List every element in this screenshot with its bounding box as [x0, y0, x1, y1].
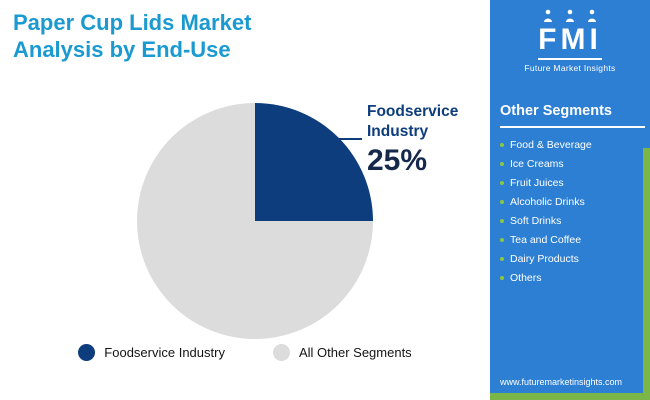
list-item: Alcoholic Drinks [500, 196, 650, 208]
legend-label: All Other Segments [298, 345, 412, 360]
legend-label: Foodservice Industry [104, 345, 225, 360]
sidebar-panel: FMI Future Market Insights Other Segment… [490, 0, 650, 400]
list-item: Dairy Products [500, 253, 650, 265]
slice-annotation: Foodservice Industry 25% [367, 102, 458, 178]
logo-subtitle: Future Market Insights [524, 62, 616, 73]
list-item: Tea and Coffee [500, 234, 650, 246]
list-item: Fruit Juices [500, 177, 650, 189]
green-accent-right [643, 148, 650, 400]
list-item: Others [500, 272, 650, 284]
annotation-label: Foodservice Industry [367, 103, 459, 141]
list-item: Ice Creams [500, 158, 650, 170]
legend-swatch-gray-icon [272, 344, 290, 361]
logo-divider [538, 57, 602, 60]
annotation-value: 25% [367, 144, 428, 178]
fmi-logo: FMI Future Market Insights [490, 0, 650, 73]
legend-item-foodservice: Foodservice Industry [78, 344, 225, 361]
pie-chart [137, 103, 373, 339]
green-accent-bottom [490, 393, 650, 400]
page-title-line2: Analysis by End-Use [13, 36, 231, 62]
list-item: Food & Beverage [500, 139, 650, 151]
legend: Foodservice Industry All Other Segments [0, 344, 490, 361]
page-title: Paper Cup Lids Market Analysis by End-Us… [13, 10, 251, 64]
other-segments-heading: Other Segments [500, 103, 645, 128]
website-link[interactable]: www.futuremarketinsights.com [500, 377, 623, 387]
logo-people-icons [544, 9, 596, 22]
legend-swatch-navy-icon [78, 344, 96, 361]
logo-letters: FMI [538, 23, 602, 56]
chart-area: Paper Cup Lids Market Analysis by End-Us… [0, 10, 490, 361]
page-title-line1: Paper Cup Lids Market [13, 10, 252, 35]
legend-item-other: All Other Segments [272, 344, 412, 361]
list-item: Soft Drinks [500, 215, 650, 227]
segments-list: Food & Beverage Ice Creams Fruit Juices … [490, 139, 650, 284]
